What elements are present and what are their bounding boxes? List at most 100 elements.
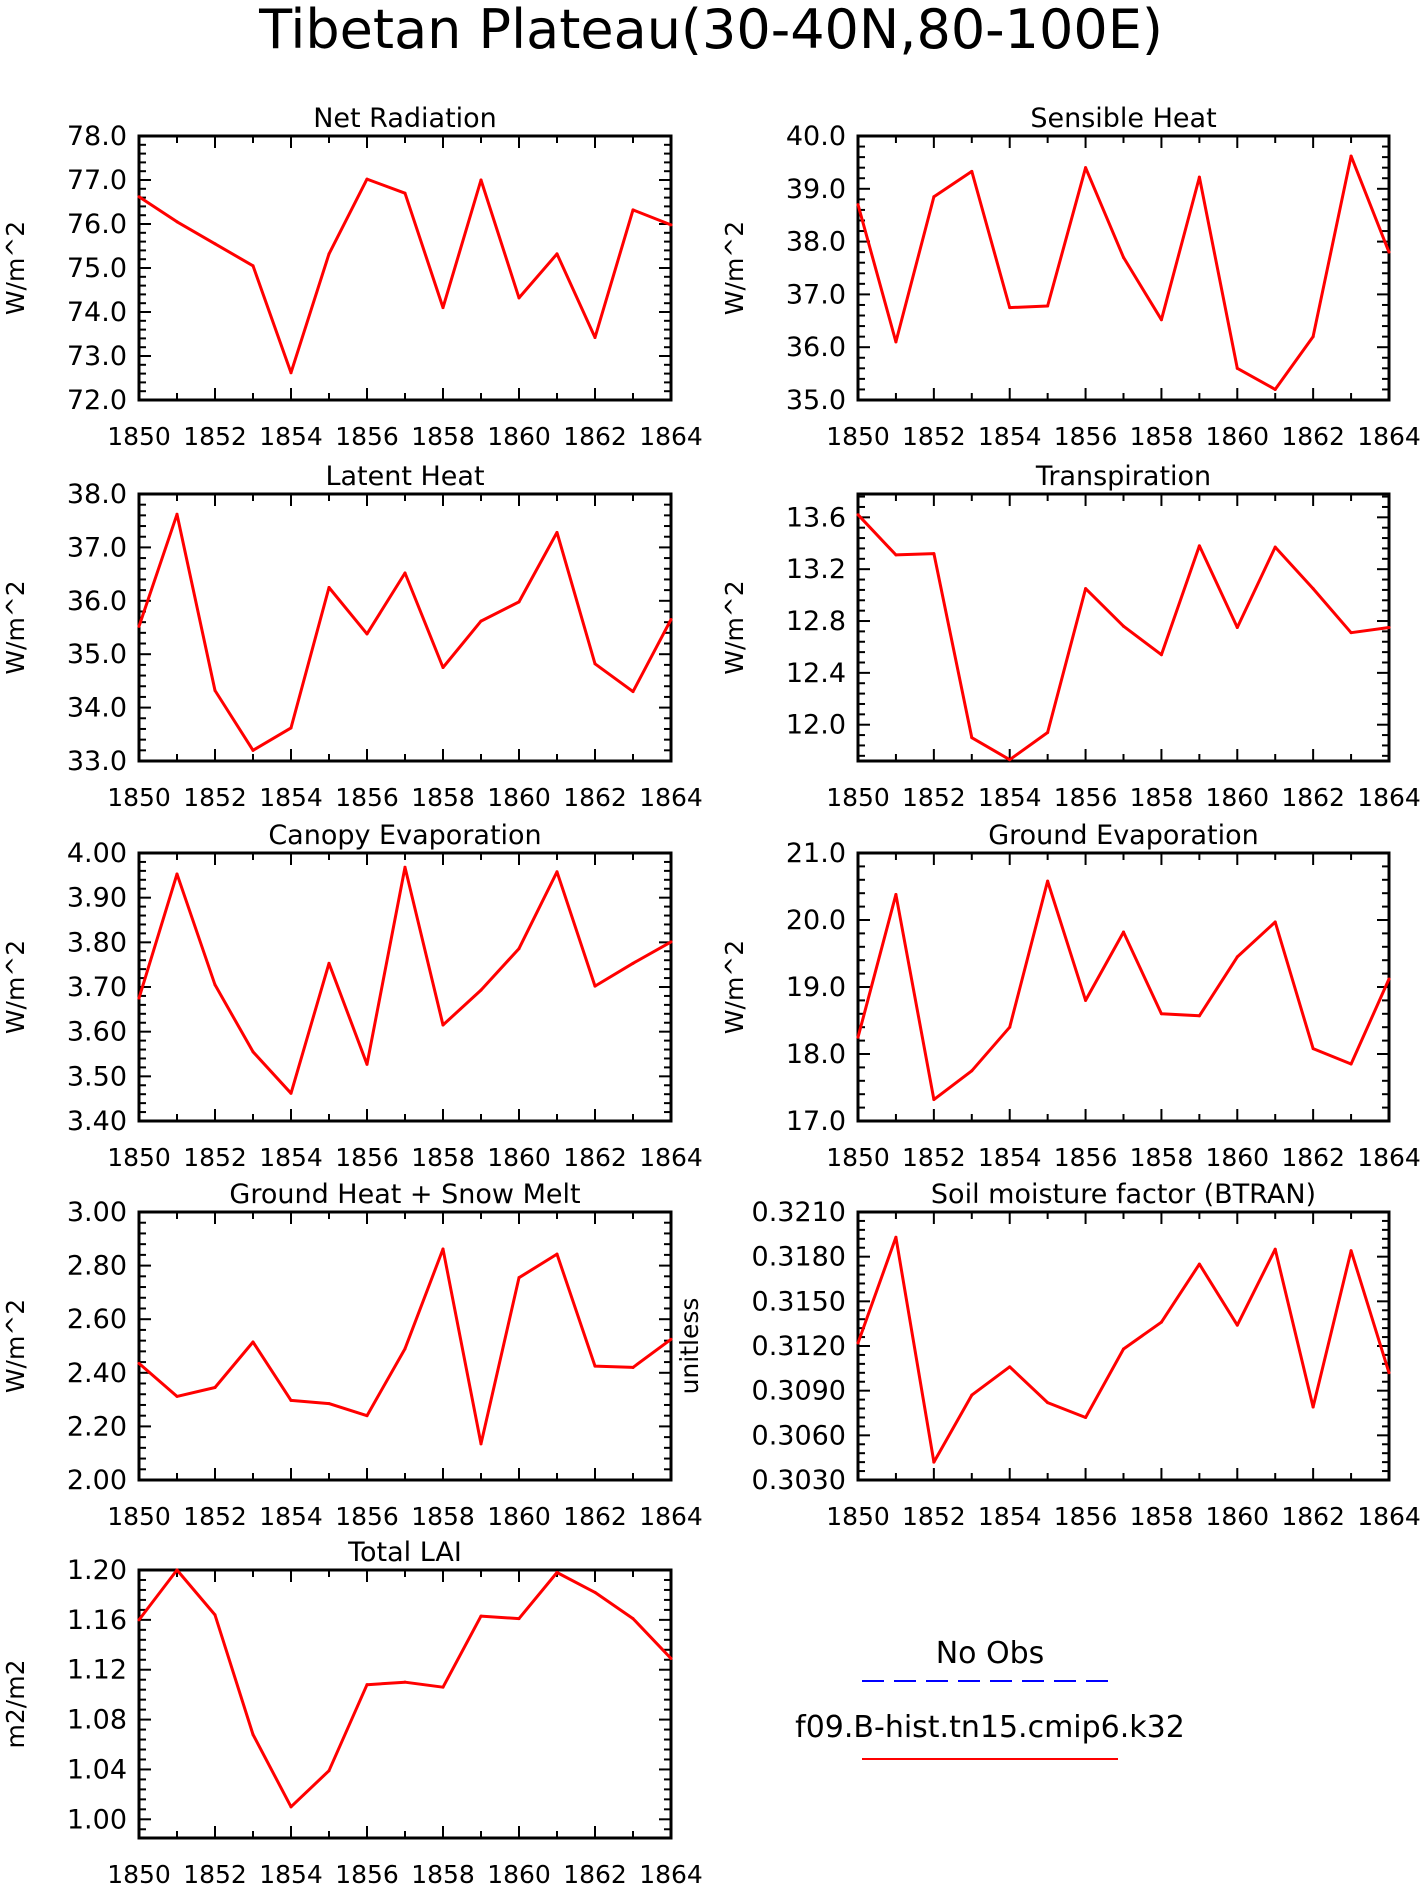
- x-tick-label: 1862: [1281, 1502, 1345, 1531]
- data-point: [1084, 998, 1088, 1002]
- data-point: [213, 689, 217, 693]
- x-tick-label: 1862: [563, 1143, 627, 1172]
- panel-title: Ground Evaporation: [988, 820, 1259, 851]
- data-point: [555, 530, 559, 534]
- x-tick-label: 1852: [183, 1143, 247, 1172]
- y-tick-label: 17.0: [786, 1106, 846, 1137]
- legend-label: f09.B-hist.tn15.cmip6.k32: [795, 1710, 1185, 1745]
- data-point: [517, 947, 521, 951]
- x-tick-label: 1860: [487, 422, 551, 451]
- x-tick-label: 1850: [107, 1143, 171, 1172]
- x-tick-label: 1852: [183, 1502, 247, 1531]
- data-point: [365, 177, 369, 181]
- data-point: [517, 600, 521, 604]
- data-point: [1008, 1025, 1012, 1029]
- data-point: [970, 169, 974, 173]
- data-point: [327, 252, 331, 256]
- panel-title: Soil moisture factor (BTRAN): [931, 1179, 1316, 1210]
- data-point: [1387, 977, 1391, 981]
- chart-panel: 1850 1852 1854 1856 1858 1860 1862 1864 35.0 36.0…: [720, 103, 1421, 451]
- data-point: [365, 632, 369, 636]
- x-tick-label: 1852: [902, 422, 966, 451]
- data-point: [631, 961, 635, 965]
- data-point: [441, 1685, 445, 1689]
- y-tick-label: 0.3150: [752, 1286, 846, 1317]
- plot-frame: [856, 134, 1391, 402]
- data-point: [1122, 255, 1125, 259]
- x-tick-label: 1854: [259, 1502, 323, 1531]
- data-point: [1046, 1401, 1050, 1405]
- data-point: [213, 983, 217, 987]
- y-tick-label: 2.00: [67, 1465, 127, 1496]
- y-axis-label: W/m^2: [1, 1299, 30, 1393]
- y-tick-label: 33.0: [67, 746, 127, 777]
- series-line: [138, 177, 672, 375]
- y-tick-label: 74.0: [67, 297, 127, 328]
- data-point: [327, 961, 331, 965]
- data-point: [856, 513, 860, 517]
- y-tick-label: 36.0: [67, 586, 127, 617]
- data-point: [1349, 631, 1353, 635]
- x-tick-label: 1858: [411, 1860, 475, 1889]
- x-tick-label: 1860: [1205, 1143, 1269, 1172]
- data-point: [555, 870, 559, 874]
- data-point: [1311, 1047, 1315, 1051]
- x-tick-label: 1864: [639, 783, 703, 812]
- y-tick-label: 3.40: [67, 1106, 127, 1137]
- x-tick-label: 1864: [639, 1860, 703, 1889]
- y-tick-label: 35.0: [67, 639, 127, 670]
- panel-title: Sensible Heat: [1030, 103, 1216, 134]
- y-axis-label: W/m^2: [720, 221, 749, 315]
- y-tick-label: 12.4: [786, 658, 846, 689]
- series-line: [856, 879, 1391, 1102]
- panel-title: Canopy Evaporation: [268, 820, 541, 851]
- y-tick-label: 1.20: [67, 1555, 127, 1586]
- y-tick-label: 3.70: [67, 972, 127, 1003]
- data-point: [403, 1680, 407, 1684]
- y-tick-label: 4.00: [67, 838, 127, 869]
- y-tick-label: 0.3030: [752, 1465, 846, 1496]
- data-point: [137, 195, 141, 199]
- y-tick-label: 12.0: [786, 710, 846, 741]
- chart-panel: 1850 1852 1854 1856 1858 1860 1862 1864 2.00 2.20…: [1, 1179, 703, 1531]
- data-point: [1046, 304, 1050, 308]
- data-point: [1122, 624, 1125, 628]
- y-tick-label: 0.3120: [752, 1331, 846, 1362]
- x-tick-label: 1864: [1357, 1502, 1421, 1531]
- x-tick-label: 1850: [826, 422, 890, 451]
- x-tick-label: 1860: [487, 1502, 551, 1531]
- data-point: [1311, 587, 1315, 591]
- panel-title: Net Radiation: [313, 103, 497, 134]
- data-point: [251, 264, 255, 268]
- data-point: [441, 1247, 445, 1251]
- figure-title: Tibetan Plateau(30-40N,80-100E): [258, 0, 1163, 61]
- x-tick-label: 1850: [107, 783, 171, 812]
- data-point: [631, 1365, 635, 1369]
- x-tick-label: 1856: [335, 1143, 399, 1172]
- x-tick-label: 1850: [107, 1502, 171, 1531]
- data-point: [175, 1394, 179, 1398]
- plot-frame: [856, 851, 1391, 1123]
- data-point: [1197, 1262, 1201, 1266]
- data-point: [1235, 1323, 1239, 1327]
- data-point: [479, 1614, 483, 1618]
- y-tick-label: 18.0: [786, 1039, 846, 1070]
- data-point: [669, 1337, 673, 1341]
- data-point: [403, 191, 407, 195]
- y-tick-label: 0.3180: [752, 1242, 846, 1273]
- data-point: [856, 1035, 860, 1039]
- x-tick-label: 1862: [563, 422, 627, 451]
- data-point: [1008, 306, 1012, 310]
- x-tick-label: 1852: [902, 1502, 966, 1531]
- data-point: [365, 1062, 369, 1066]
- y-axis-label: W/m^2: [720, 580, 749, 674]
- data-point: [289, 726, 293, 730]
- data-point: [669, 1657, 673, 1661]
- data-point: [1197, 1014, 1201, 1018]
- x-tick-label: 1850: [826, 1143, 890, 1172]
- y-tick-label: 37.0: [786, 279, 846, 310]
- x-tick-label: 1858: [1130, 783, 1194, 812]
- data-point: [932, 195, 936, 199]
- data-point: [1387, 626, 1391, 629]
- chart-panel: 1850 1852 1854 1856 1858 1860 1862 1864 1.00 1.04…: [1, 1537, 703, 1889]
